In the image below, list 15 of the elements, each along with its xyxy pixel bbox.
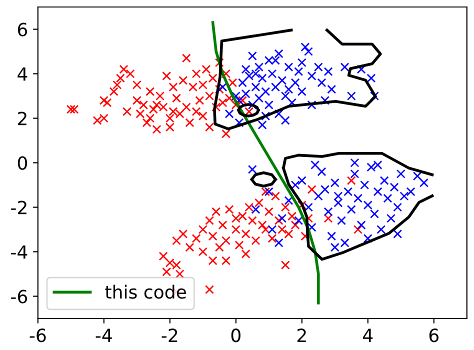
y-tick-label: 2: [18, 112, 26, 126]
x-tick-label: -4: [96, 328, 112, 342]
x-tick-label: 4: [363, 328, 373, 342]
y-tick-label: 4: [18, 67, 28, 81]
y-tick-label: 6: [18, 22, 28, 36]
y-tick-label: -6: [11, 290, 28, 304]
y-tick-label: 0: [18, 156, 27, 170]
x-tick-label: -6: [30, 328, 46, 342]
y-tick-label: -2: [11, 200, 26, 214]
x-tick-label: 0: [231, 328, 240, 342]
legend-label: this code: [105, 284, 186, 299]
x-tick-label: 2: [297, 328, 306, 342]
y-tick-label: -4: [11, 245, 28, 259]
x-tick-label: -2: [162, 328, 178, 342]
x-tick-label: 6: [429, 328, 438, 342]
